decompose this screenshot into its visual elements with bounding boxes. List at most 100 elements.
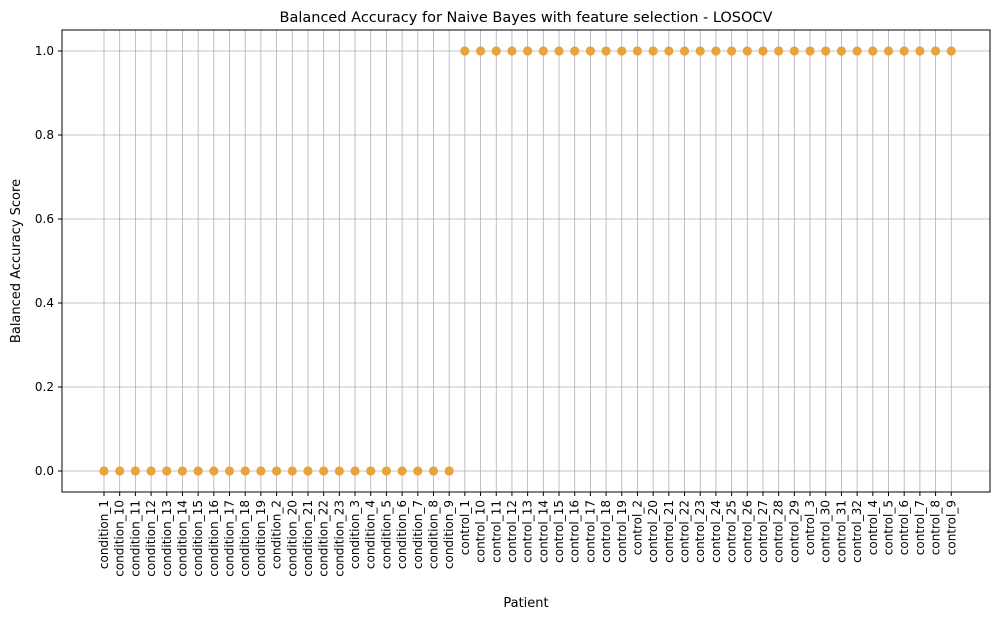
data-point [319, 466, 329, 476]
data-point [397, 466, 407, 476]
data-point [130, 466, 140, 476]
x-tick-label: condition_15 [191, 500, 205, 577]
data-point [287, 466, 297, 476]
x-tick-label: control_9 [944, 500, 958, 555]
data-point [601, 46, 611, 56]
x-tick-label: condition_8 [426, 500, 440, 569]
x-tick-label: control_3 [803, 500, 817, 555]
data-point [868, 46, 878, 56]
data-point [679, 46, 690, 56]
y-tick-label: 0.2 [35, 380, 54, 394]
data-point [899, 46, 909, 56]
data-point [774, 46, 784, 56]
data-point [413, 466, 423, 476]
x-tick-label: condition_13 [160, 500, 174, 577]
y-axis-label: Balanced Accuracy Score [9, 179, 24, 343]
x-tick-label: control_26 [740, 500, 754, 563]
data-point [538, 46, 548, 56]
x-tick-label: control_5 [882, 500, 896, 555]
x-tick-label: condition_12 [144, 500, 158, 577]
data-point [366, 466, 376, 476]
y-tick-label: 0.0 [35, 464, 54, 478]
x-tick-label: condition_14 [175, 500, 189, 577]
data-point [727, 46, 737, 56]
x-tick-label: control_21 [662, 500, 676, 563]
data-point [648, 46, 658, 56]
data-point [883, 46, 894, 56]
data-point [460, 46, 470, 56]
x-tick-label: control_7 [913, 500, 927, 555]
data-point [554, 46, 564, 56]
data-point [240, 466, 250, 476]
data-point [930, 46, 941, 56]
data-point [821, 46, 831, 56]
data-point [632, 46, 643, 56]
data-point [224, 466, 235, 476]
data-point [475, 46, 486, 56]
x-tick-label: condition_18 [238, 500, 252, 577]
data-point [334, 466, 344, 476]
data-point [350, 466, 360, 476]
x-tick-label: control_22 [678, 500, 692, 563]
x-tick-label: control_25 [725, 500, 739, 563]
data-point [852, 46, 862, 56]
data-point [428, 466, 439, 476]
y-tick-label: 1.0 [35, 44, 54, 58]
x-tick-label: control_14 [536, 500, 550, 563]
x-tick-label: control_13 [521, 500, 535, 563]
x-tick-label: condition_2 [270, 500, 284, 569]
x-tick-label: control_18 [599, 500, 613, 563]
x-axis-label: Patient [503, 596, 548, 611]
x-tick-label: condition_17 [223, 500, 237, 577]
x-tick-label: condition_10 [113, 500, 127, 577]
data-point [836, 46, 847, 56]
x-tick-label: control_6 [897, 500, 911, 555]
y-tick-label: 0.4 [35, 296, 54, 310]
data-point [99, 466, 109, 476]
x-tick-label: control_16 [568, 500, 582, 563]
plot-frame [61, 29, 991, 493]
x-tick-label: condition_7 [411, 500, 425, 569]
x-tick-label: condition_5 [379, 500, 393, 569]
data-point [570, 46, 580, 56]
y-tick-label: 0.8 [35, 128, 54, 142]
data-point [115, 466, 125, 476]
x-tick-label: condition_22 [317, 500, 331, 577]
data-point [177, 466, 188, 476]
data-point [146, 466, 156, 476]
y-tick-label: 0.6 [35, 212, 54, 226]
data-point [303, 466, 313, 476]
x-tick-label: control_30 [819, 500, 833, 563]
data-point [789, 46, 799, 56]
x-tick-label: control_27 [756, 500, 770, 563]
data-point [162, 466, 172, 476]
x-tick-label: condition_16 [207, 500, 221, 577]
x-tick-label: control_15 [552, 500, 566, 563]
x-tick-label: control_1 [458, 500, 472, 555]
x-tick-label: control_19 [615, 500, 629, 563]
x-tick-label: control_8 [929, 500, 943, 555]
x-tick-label: condition_6 [395, 500, 409, 569]
data-point [256, 466, 266, 476]
data-point [711, 46, 721, 56]
x-tick-label: condition_9 [442, 500, 456, 569]
x-tick-label: condition_1 [97, 500, 111, 569]
x-tick-label: control_23 [693, 500, 707, 563]
x-tick-label: control_12 [505, 500, 519, 563]
data-point [946, 46, 956, 56]
x-tick-label: condition_23 [332, 500, 346, 577]
data-point [491, 46, 501, 56]
x-tick-label: control_29 [787, 500, 801, 563]
x-tick-label: control_11 [489, 500, 503, 563]
data-point [695, 46, 705, 56]
data-point [193, 466, 203, 476]
data-point [805, 46, 815, 56]
data-point [915, 46, 925, 56]
data-point [209, 466, 219, 476]
data-point [507, 46, 517, 56]
x-tick-label: control_10 [474, 500, 488, 563]
x-tick-label: condition_19 [254, 500, 268, 577]
data-point [585, 46, 595, 56]
